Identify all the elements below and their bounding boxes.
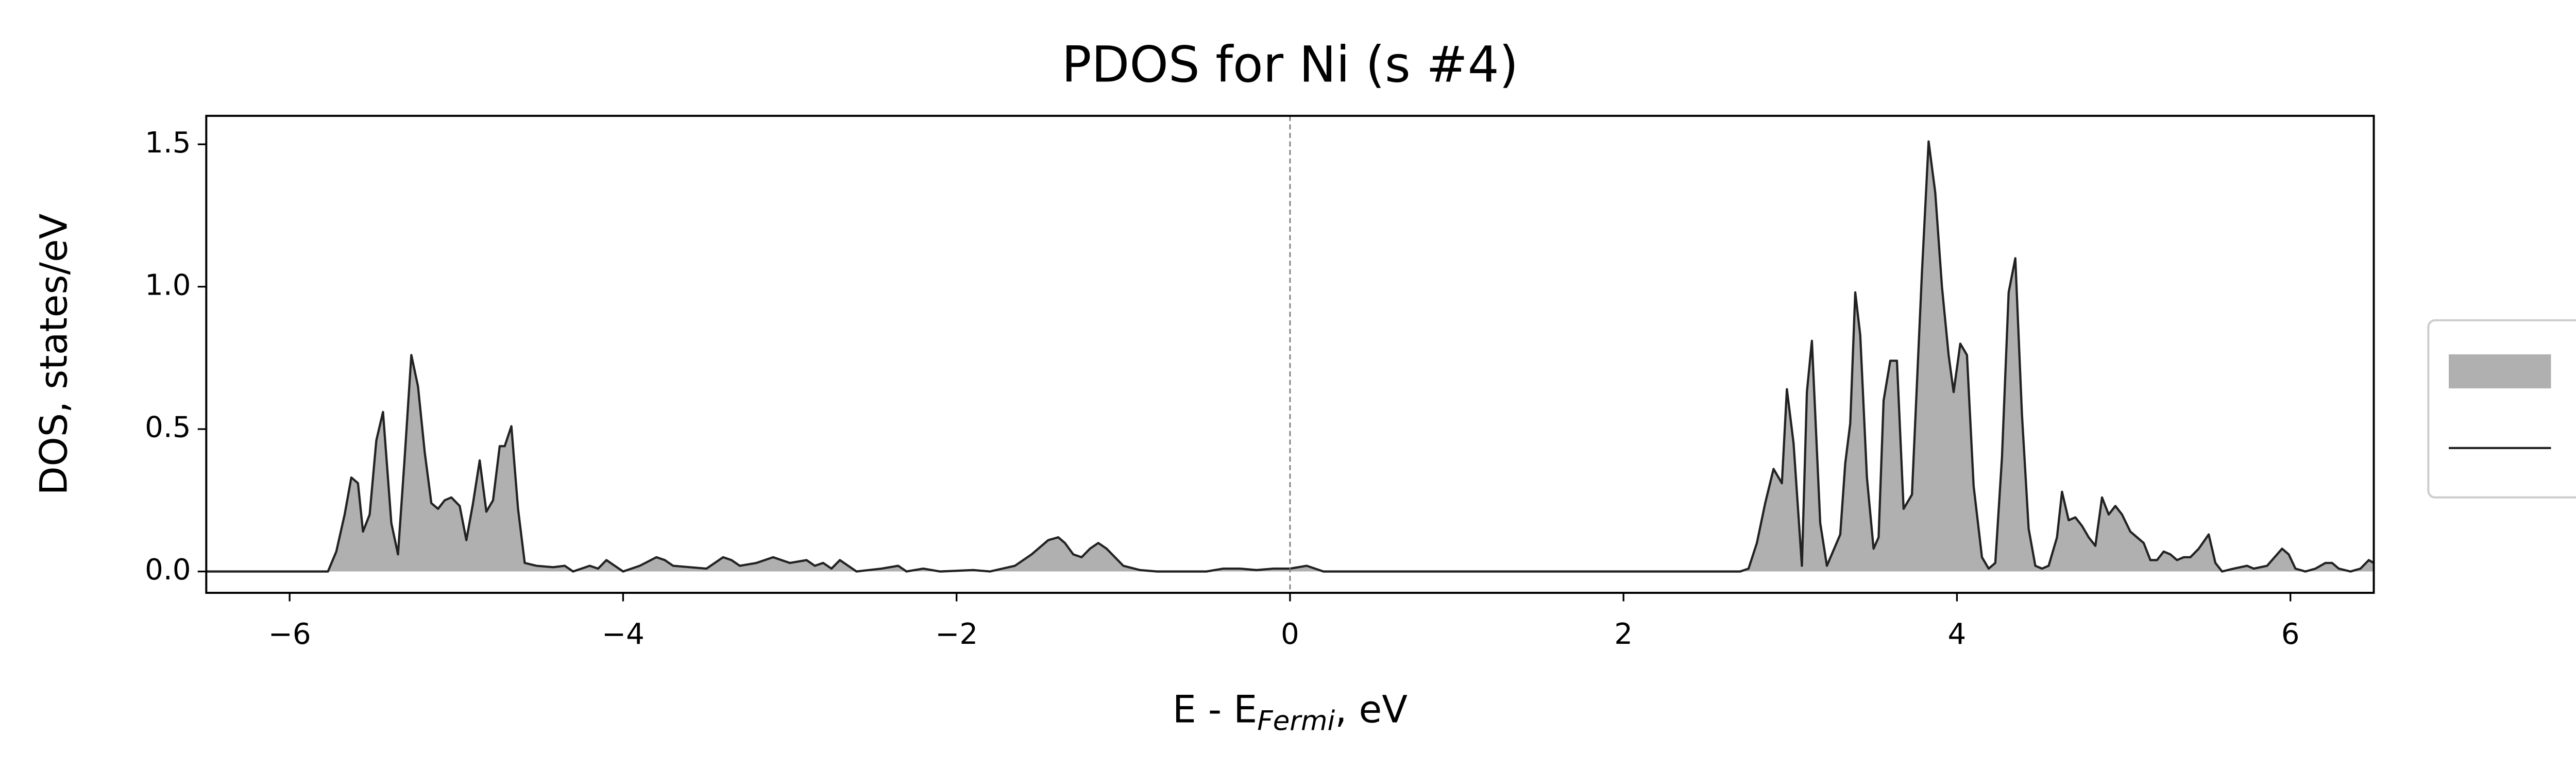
y-tick-label: 0.5 bbox=[145, 411, 191, 444]
x-label-suffix: , eV bbox=[1335, 688, 1408, 732]
x-tick-label: 4 bbox=[1948, 618, 1967, 651]
x-axis-label: E - EFermi, eV bbox=[1173, 688, 1408, 737]
legend-swatch bbox=[2449, 354, 2551, 389]
y-tick-label: 0.0 bbox=[145, 553, 191, 587]
x-label-subscript: Fermi bbox=[1257, 705, 1335, 737]
x-label-text: E - E bbox=[1173, 688, 1257, 732]
legend-box bbox=[2427, 319, 2576, 499]
y-tick-label: 1.5 bbox=[145, 126, 191, 160]
legend: ss bbox=[2427, 319, 2576, 499]
area bbox=[206, 141, 2374, 572]
x-tick-label: 2 bbox=[1614, 618, 1633, 651]
x-tick-label: 0 bbox=[1281, 618, 1299, 651]
line bbox=[206, 140, 2375, 573]
chart-title: PDOS for Ni (s #4) bbox=[1062, 36, 1518, 94]
y-tick-label: 1.0 bbox=[145, 268, 191, 302]
x-tick-label: −4 bbox=[602, 618, 645, 651]
y-axis-label: DOS, states/eV bbox=[32, 213, 76, 495]
x-tick-label: −6 bbox=[268, 618, 311, 651]
x-tick-label: 6 bbox=[2281, 618, 2300, 651]
x-tick-label: −2 bbox=[935, 618, 978, 651]
